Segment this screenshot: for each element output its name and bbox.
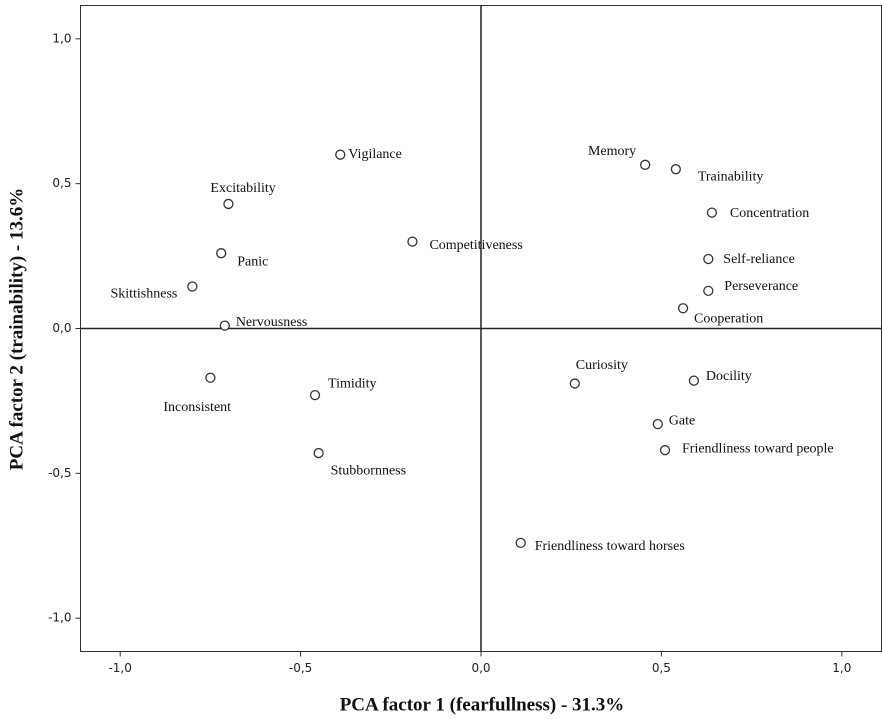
point [703, 253, 714, 265]
y-tick-label: 1,0 [52, 31, 71, 45]
point-label: Competitiveness [429, 238, 522, 253]
point [187, 281, 198, 292]
point [688, 375, 700, 386]
point [703, 285, 714, 296]
point-label: Panic [237, 254, 268, 269]
point [640, 159, 651, 170]
point-label: Cooperation [694, 311, 763, 326]
x-tick-label: 0,0 [471, 661, 490, 675]
point-label: Perseverance [724, 279, 798, 294]
y-tick-label: -1,0 [48, 611, 71, 625]
y-tick-label: 0,5 [52, 176, 71, 190]
x-tick-label: 1,0 [832, 661, 851, 675]
point [569, 378, 580, 389]
point [216, 248, 227, 259]
x-axis-title: PCA factor 1 (fearfullness) - 31.3% [340, 694, 625, 715]
point [515, 537, 526, 549]
point-label: Vigilance [348, 147, 402, 162]
point-label: Nervousness [236, 315, 308, 330]
point-label: Memory [588, 144, 636, 159]
point [407, 236, 418, 247]
point-label: Skittishness [110, 287, 177, 302]
point [659, 445, 671, 456]
point-label: Excitability [210, 181, 275, 196]
point [670, 164, 681, 175]
point-label: Friendliness toward horses [535, 539, 685, 554]
point [706, 207, 718, 218]
point [652, 418, 663, 430]
point-label: Trainability [698, 169, 764, 184]
x-tick-label: 0,5 [652, 661, 671, 675]
point-label: Inconsistent [163, 400, 231, 415]
point-label: Stubbornness [331, 463, 406, 478]
x-tick-label: -0,5 [289, 661, 312, 675]
point [309, 389, 321, 401]
point-label: Friendliness toward people [682, 441, 834, 456]
point-label: Gate [669, 413, 695, 428]
point-label: Docility [706, 369, 752, 384]
point-label: Self-reliance [723, 252, 795, 267]
x-tick-label: -1,0 [108, 661, 131, 675]
y-tick-label: 0,0 [52, 321, 71, 335]
point [223, 198, 234, 210]
point [205, 372, 216, 383]
point [335, 149, 346, 160]
point-label: Curiosity [576, 358, 628, 373]
point-label: Timidity [328, 376, 377, 391]
point [219, 320, 230, 331]
point [677, 303, 689, 314]
y-axis-title: PCA factor 2 (trainability) - 13.6% [6, 188, 27, 471]
y-tick-label: -0,5 [48, 466, 71, 480]
point-label: Concentration [730, 206, 809, 221]
point [313, 447, 324, 459]
